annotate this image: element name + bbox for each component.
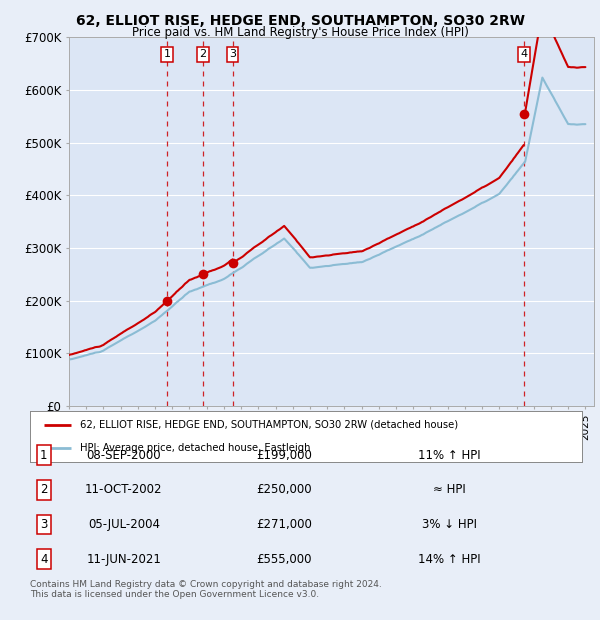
Text: £271,000: £271,000 bbox=[256, 518, 312, 531]
Text: 05-JUL-2004: 05-JUL-2004 bbox=[88, 518, 160, 531]
Text: 2: 2 bbox=[199, 49, 206, 59]
Text: 4: 4 bbox=[40, 553, 47, 565]
Text: 3: 3 bbox=[229, 49, 236, 59]
Text: 4: 4 bbox=[521, 49, 527, 59]
Text: Price paid vs. HM Land Registry's House Price Index (HPI): Price paid vs. HM Land Registry's House … bbox=[131, 26, 469, 39]
Text: £199,000: £199,000 bbox=[256, 449, 312, 461]
Text: £250,000: £250,000 bbox=[256, 484, 312, 496]
Text: 2: 2 bbox=[40, 484, 47, 496]
Text: 62, ELLIOT RISE, HEDGE END, SOUTHAMPTON, SO30 2RW (detached house): 62, ELLIOT RISE, HEDGE END, SOUTHAMPTON,… bbox=[80, 420, 458, 430]
Text: 3: 3 bbox=[40, 518, 47, 531]
Text: ≈ HPI: ≈ HPI bbox=[433, 484, 466, 496]
Text: 3% ↓ HPI: 3% ↓ HPI bbox=[422, 518, 477, 531]
Text: 1: 1 bbox=[163, 49, 170, 59]
Text: 08-SEP-2000: 08-SEP-2000 bbox=[86, 449, 161, 461]
Text: HPI: Average price, detached house, Eastleigh: HPI: Average price, detached house, East… bbox=[80, 443, 310, 453]
Text: 11-OCT-2002: 11-OCT-2002 bbox=[85, 484, 163, 496]
Text: 14% ↑ HPI: 14% ↑ HPI bbox=[418, 553, 481, 565]
Text: 1: 1 bbox=[40, 449, 47, 461]
Text: Contains HM Land Registry data © Crown copyright and database right 2024.
This d: Contains HM Land Registry data © Crown c… bbox=[30, 580, 382, 599]
Text: £555,000: £555,000 bbox=[256, 553, 311, 565]
Text: 11-JUN-2021: 11-JUN-2021 bbox=[86, 553, 161, 565]
Text: 62, ELLIOT RISE, HEDGE END, SOUTHAMPTON, SO30 2RW: 62, ELLIOT RISE, HEDGE END, SOUTHAMPTON,… bbox=[76, 14, 524, 28]
Text: 11% ↑ HPI: 11% ↑ HPI bbox=[418, 449, 481, 461]
